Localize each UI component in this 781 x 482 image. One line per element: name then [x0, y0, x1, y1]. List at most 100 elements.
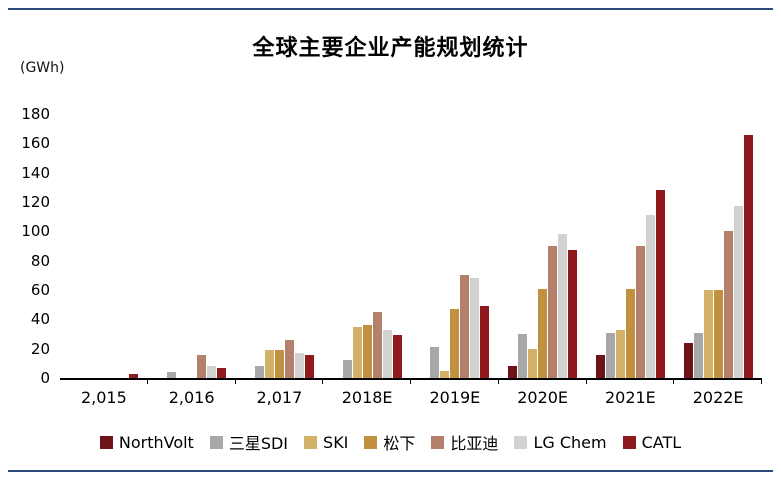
legend-label: NorthVolt — [118, 432, 194, 452]
bar-松下 — [625, 288, 635, 378]
x-axis-label: 2022E — [692, 388, 744, 407]
x-axis-label: 2,016 — [168, 388, 215, 407]
bar-NorthVolt — [595, 354, 605, 378]
bar-三星SDI — [518, 334, 528, 378]
bar-比亚迪 — [723, 231, 733, 378]
bar-比亚迪 — [197, 354, 207, 378]
bar-松下 — [450, 309, 460, 378]
bar-LG Chem — [558, 234, 568, 378]
bar-松下 — [538, 288, 548, 378]
y-axis-unit-label: (GWh) — [20, 60, 65, 76]
chart-area — [60, 114, 762, 384]
bar-三星SDI — [693, 332, 703, 378]
x-axis-label: 2021E — [604, 388, 656, 407]
bar-CATL — [392, 335, 402, 378]
bar-group — [499, 114, 587, 384]
bar-CATL — [655, 190, 665, 378]
legend-item-LG Chem: LG Chem — [514, 432, 607, 452]
x-axis-label: 2019E — [429, 388, 481, 407]
legend-swatch — [514, 435, 528, 449]
bar-group — [411, 114, 499, 384]
bar-SKI — [528, 348, 538, 378]
bar-CATL — [217, 367, 227, 378]
legend-swatch — [99, 435, 113, 449]
legend-swatch — [304, 435, 318, 449]
bar-NorthVolt — [683, 342, 693, 378]
x-axis-label: 2,015 — [80, 388, 127, 407]
bar-SKI — [264, 350, 274, 378]
bar-松下 — [274, 350, 284, 378]
y-tick-label: 140 — [21, 163, 50, 182]
x-axis-label: 2,017 — [256, 388, 303, 407]
legend-label: 比亚迪 — [450, 434, 499, 453]
bar-三星SDI — [342, 360, 352, 378]
y-axis: 0 20 40 60 80 100 120 140 160 180 — [12, 105, 54, 387]
y-tick-label: 180 — [21, 105, 50, 123]
bar-松下 — [362, 325, 372, 378]
bar-LG Chem — [294, 353, 304, 378]
bar-三星SDI — [605, 332, 615, 378]
legend-label: 松下 — [383, 434, 416, 453]
bar-三星SDI — [167, 372, 177, 378]
legend-swatch — [209, 435, 223, 449]
bar-LG Chem — [645, 215, 655, 378]
bar-group — [674, 114, 762, 384]
bar-group — [60, 114, 148, 384]
bar-松下 — [713, 290, 723, 378]
legend-item-松下: 松下 — [364, 430, 415, 454]
bar-NorthVolt — [508, 366, 518, 378]
bar-CATL — [129, 373, 139, 378]
x-axis: 2,015 2,016 2,017 2018E 2019E 2020E 2021E 2022E — [60, 388, 762, 407]
top-rule — [8, 8, 773, 10]
bar-group — [148, 114, 236, 384]
y-tick-label: 100 — [21, 222, 50, 241]
legend-item-CATL: CATL — [622, 432, 682, 452]
chart-title: 全球主要企业产能规划统计 — [252, 36, 529, 61]
bar-group — [323, 114, 411, 384]
legend-label: 三星SDI — [228, 434, 289, 453]
bar-group — [236, 114, 324, 384]
x-axis-label: 2018E — [341, 388, 393, 407]
legend-label: CATL — [641, 432, 682, 452]
bar-比亚迪 — [284, 339, 294, 378]
bar-三星SDI — [254, 366, 264, 378]
y-tick-label: 80 — [30, 251, 50, 270]
y-tick-label: 20 — [30, 339, 50, 358]
y-tick-label: 60 — [30, 281, 50, 299]
legend-label: LG Chem — [533, 432, 607, 452]
x-axis-label: 2020E — [517, 388, 569, 407]
bar-比亚迪 — [460, 275, 470, 378]
y-tick-label: 160 — [21, 134, 50, 153]
bar-CATL — [568, 250, 578, 378]
plot-area — [60, 114, 762, 384]
bar-CATL — [743, 134, 753, 378]
legend: NorthVolt 三星SDI SKI 松下 比亚迪 LG Chem CATL — [0, 430, 781, 454]
bar-三星SDI — [430, 347, 440, 378]
bar-SKI — [440, 370, 450, 378]
bar-group — [587, 114, 675, 384]
bar-SKI — [352, 326, 362, 378]
bar-CATL — [304, 354, 314, 378]
legend-label: SKI — [323, 432, 349, 452]
legend-item-SKI: SKI — [304, 433, 348, 452]
legend-item-NorthVolt: NorthVolt — [99, 432, 194, 452]
legend-item-比亚迪: 比亚迪 — [431, 430, 498, 454]
legend-item-三星SDI: 三星SDI — [209, 430, 289, 454]
bar-LG Chem — [207, 366, 217, 378]
bar-LG Chem — [382, 329, 392, 378]
bar-比亚迪 — [548, 246, 558, 378]
bottom-rule — [8, 470, 773, 472]
bar-比亚迪 — [372, 312, 382, 378]
bar-CATL — [480, 306, 490, 378]
legend-swatch — [364, 435, 378, 449]
bar-LG Chem — [470, 278, 480, 378]
y-tick-label: 0 — [40, 369, 50, 387]
bar-LG Chem — [733, 206, 743, 378]
bar-SKI — [703, 290, 713, 378]
legend-swatch — [622, 435, 636, 449]
legend-swatch — [431, 435, 445, 449]
bar-比亚迪 — [635, 246, 645, 378]
bar-SKI — [615, 329, 625, 378]
y-tick-label: 120 — [21, 193, 50, 211]
